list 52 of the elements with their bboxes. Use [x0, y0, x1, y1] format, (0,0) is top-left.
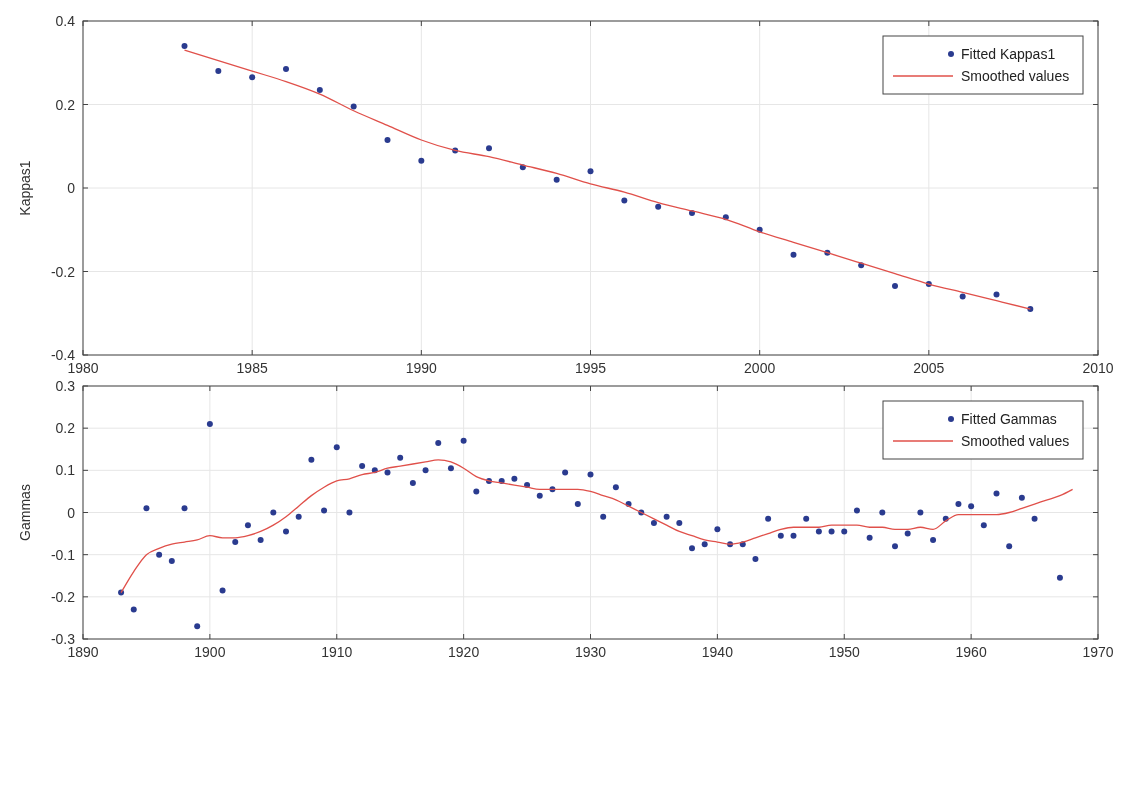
y-tick-label: -0.2 — [50, 588, 76, 605]
y-axis-title: Kappas1 — [17, 160, 33, 216]
x-tick-label: 1900 — [194, 644, 226, 660]
x-tick-label: 1930 — [574, 644, 607, 660]
y-tick-label: 0.2 — [55, 96, 76, 113]
line-series — [120, 459, 1074, 594]
point — [993, 291, 1000, 298]
x-tick-label: 1970 — [1082, 644, 1114, 660]
point — [384, 136, 391, 143]
point — [959, 293, 966, 300]
point — [587, 168, 594, 175]
x-tick-label: 1990 — [405, 360, 438, 376]
x-tick-label: 1980 — [67, 360, 99, 376]
legend-label: Fitted Gammas — [961, 411, 1057, 427]
y-tick-label: 0 — [67, 180, 76, 196]
point — [350, 103, 357, 110]
x-tick-label: 1890 — [67, 644, 99, 660]
x-tick-label: 2010 — [1082, 360, 1114, 376]
point — [486, 145, 492, 152]
point — [621, 197, 628, 204]
x-tick-label: 1985 — [236, 360, 268, 376]
y-tick-label: 0.2 — [55, 420, 76, 437]
y-tick-label: 0.1 — [55, 462, 76, 479]
x-tick-label: 1920 — [448, 644, 480, 660]
point — [655, 203, 662, 210]
x-tick-label: 2000 — [744, 360, 776, 376]
legend-label: Smoothed values — [961, 68, 1070, 84]
point — [215, 68, 222, 75]
point — [892, 283, 898, 290]
point — [181, 43, 188, 50]
y-tick-label: 0 — [67, 504, 76, 521]
y-axis-title: Gammas — [17, 484, 33, 541]
x-tick-label: 1995 — [574, 360, 607, 376]
x-tick-label: 1960 — [955, 644, 987, 660]
x-tick-label: 2005 — [913, 360, 945, 376]
point — [316, 86, 323, 93]
point — [790, 251, 797, 258]
legend-label: Fitted Kappas1 — [961, 46, 1056, 62]
y-tick-label: -0.4 — [50, 347, 76, 363]
y-tick-label: -0.3 — [50, 631, 76, 647]
y-tick-label: 0.3 — [55, 378, 76, 394]
y-tick-label: -0.2 — [50, 263, 76, 280]
x-tick-label: 1940 — [701, 644, 734, 660]
point — [418, 157, 425, 164]
legend-label: Smoothed values — [961, 433, 1070, 449]
y-tick-label: 0.4 — [55, 13, 76, 29]
x-tick-label: 1910 — [321, 644, 353, 660]
point — [249, 74, 256, 81]
point — [283, 66, 289, 73]
point — [553, 176, 560, 183]
y-tick-label: -0.1 — [50, 546, 76, 563]
x-tick-label: 1950 — [828, 644, 861, 660]
